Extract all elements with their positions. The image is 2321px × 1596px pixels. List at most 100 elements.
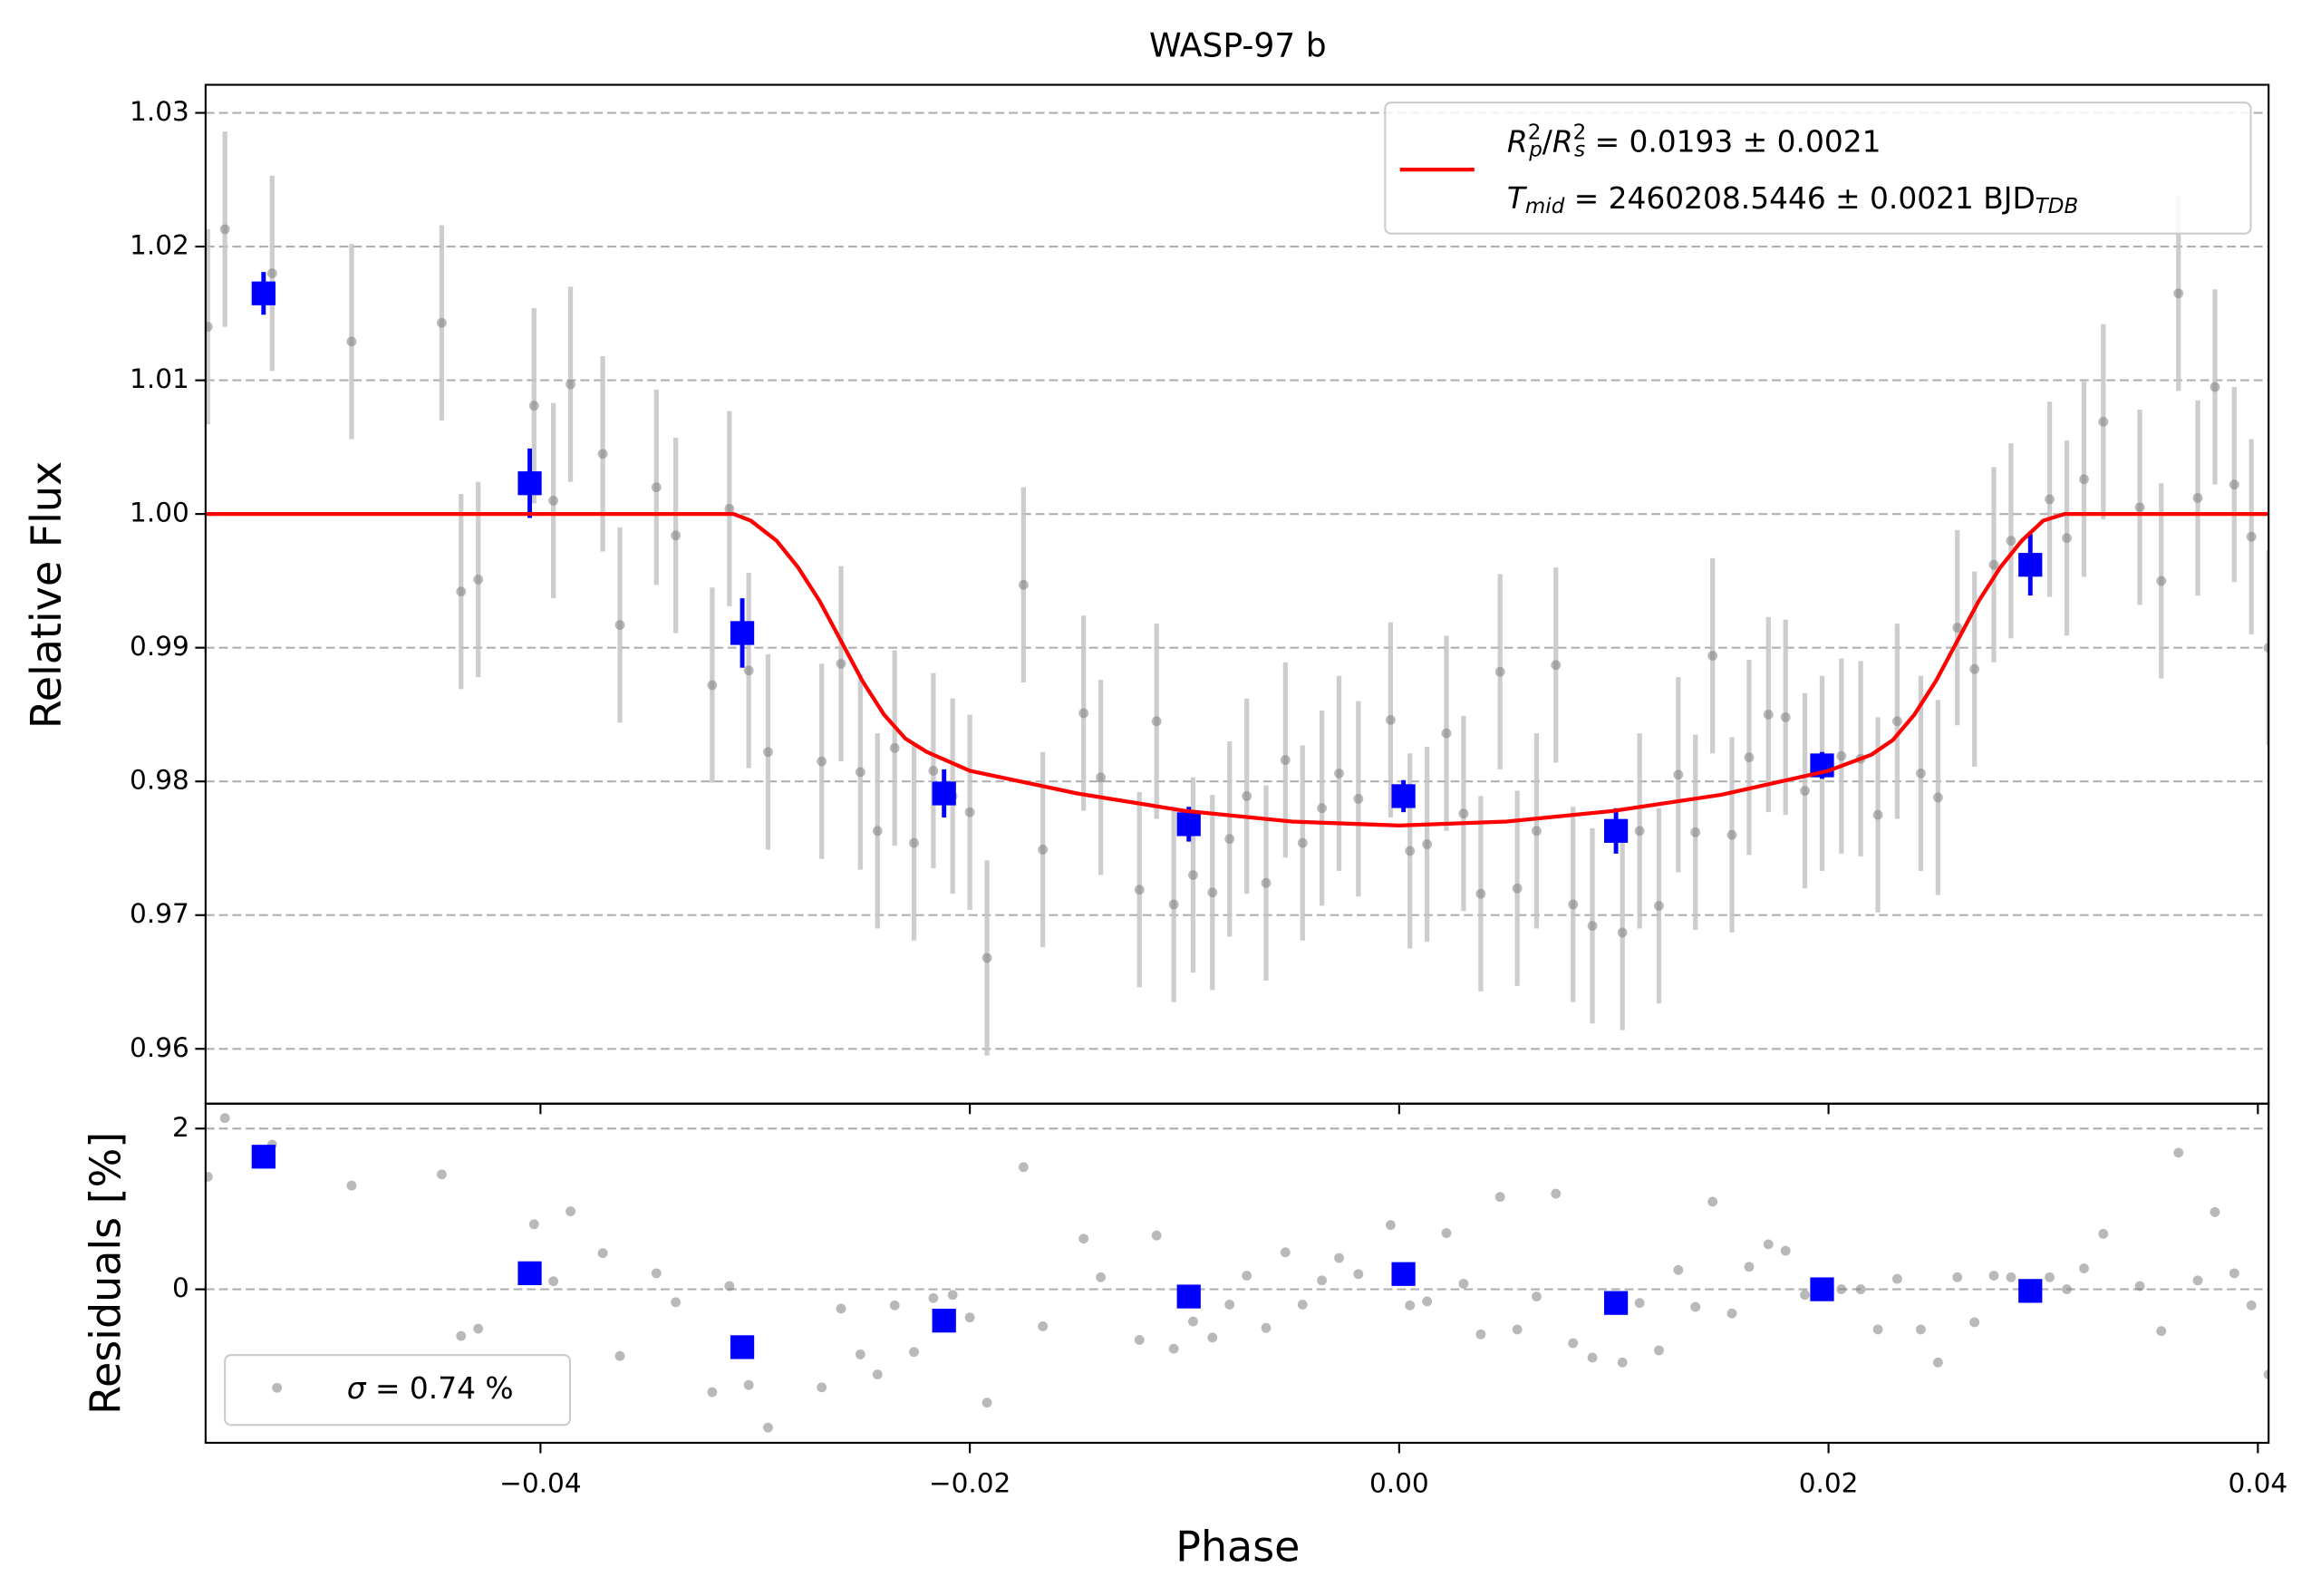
data-point [1932, 792, 1943, 803]
data-point [566, 379, 575, 390]
data-point [1096, 1272, 1107, 1282]
binned-point [1810, 1277, 1834, 1301]
data-point [817, 1382, 827, 1393]
binned-point [2018, 1279, 2043, 1303]
data-point [219, 1113, 230, 1124]
data-point [1151, 1230, 1162, 1241]
data-point [1458, 808, 1469, 819]
data-point [2263, 643, 2269, 653]
data-point [1780, 1245, 1791, 1256]
data-point [1353, 1269, 1364, 1280]
data-point [1441, 728, 1452, 739]
data-point [1988, 559, 1999, 570]
data-point [2134, 1281, 2145, 1291]
data-point [1422, 1296, 1433, 1307]
data-point [346, 336, 357, 347]
data-point [1297, 837, 1308, 848]
data-point [2229, 479, 2239, 490]
data-point [566, 1206, 575, 1217]
data-point [436, 1169, 447, 1180]
data-point [889, 1300, 900, 1311]
data-point [1317, 803, 1328, 814]
binned-point [1603, 818, 1629, 843]
y-tick-label: 0.96 [130, 1032, 189, 1063]
data-point [1969, 663, 1980, 674]
data-point [2246, 531, 2257, 542]
data-point [1458, 1278, 1469, 1289]
data-point [1018, 579, 1029, 590]
binned-point [251, 1145, 276, 1169]
data-point [548, 495, 559, 506]
legend-text-part: 2 [1573, 121, 1587, 145]
data-point [456, 586, 467, 597]
data-point [1587, 1352, 1598, 1363]
data-point [1690, 827, 1701, 837]
data-point [2045, 494, 2055, 505]
data-point [964, 1312, 975, 1323]
data-point [1836, 750, 1847, 761]
data-point [528, 1219, 539, 1230]
legend-text-part: p [1528, 138, 1542, 161]
data-point [763, 1422, 773, 1433]
data-point [597, 1248, 608, 1259]
x-tick-label: 0.00 [1369, 1467, 1429, 1498]
data-point [1707, 1196, 1718, 1207]
data-point [1207, 1332, 1218, 1343]
legend-text-part: s [1574, 138, 1585, 161]
data-point [1512, 1324, 1523, 1335]
legend-text-part: σ [347, 1370, 367, 1405]
data-point [1800, 786, 1810, 796]
data-point [1096, 772, 1107, 783]
data-point [671, 530, 682, 541]
data-point [2192, 493, 2203, 503]
binned-point [1391, 1262, 1416, 1286]
data-point [1617, 1357, 1628, 1368]
binned-point [1176, 812, 1201, 837]
legend-label: Tmid = 2460208.5446 ± 0.0021 BJDTDB [1507, 180, 2078, 218]
data-point [1916, 768, 1926, 779]
y-tick-label: 0 [172, 1272, 189, 1303]
data-point [724, 503, 735, 514]
data-point [947, 1290, 958, 1301]
legend-label: R2 p/R2 s = 0.0193 ± 0.0021 [1507, 121, 1881, 161]
data-point [205, 1172, 213, 1182]
data-point [1134, 885, 1145, 895]
y-axis-label: Residuals [%] [82, 1132, 131, 1415]
y-tick-label: 1.01 [130, 363, 189, 394]
data-point [1207, 887, 1218, 898]
data-point [1568, 899, 1579, 910]
data-point [2210, 382, 2220, 392]
data-point [266, 268, 277, 278]
legend: σ = 0.74 % [224, 1354, 572, 1427]
data-point [651, 482, 662, 493]
data-point [982, 1398, 992, 1408]
legend-text-part: = 2460208.5446 ± 0.0021 BJD [1564, 180, 2035, 215]
x-tick-label: 0.02 [1799, 1467, 1859, 1498]
legend-text-part: = 0.74 % [366, 1370, 514, 1405]
data-point [2098, 1228, 2109, 1239]
legend-marker [272, 1382, 283, 1393]
data-point [2079, 1263, 2089, 1273]
legend: R2 p/R2 s = 0.0193 ± 0.0021 Tmid = 2460208.… [1384, 102, 2252, 235]
data-point [2098, 416, 2109, 427]
data-point [1952, 623, 1963, 633]
data-point [671, 1297, 682, 1308]
binned-point [251, 281, 276, 305]
data-point [707, 680, 718, 691]
x-tick-label: −0.02 [929, 1467, 1011, 1498]
data-point [743, 665, 754, 676]
legend-text-part: 2 [1528, 121, 1542, 145]
data-point [1385, 1220, 1396, 1231]
binned-point [1603, 1291, 1629, 1315]
data-point [1334, 1253, 1344, 1263]
data-point [1836, 1284, 1847, 1295]
data-point [1916, 1324, 1926, 1335]
data-point [2192, 1275, 2203, 1286]
data-point [436, 317, 447, 328]
data-point [2210, 1207, 2220, 1217]
data-point [855, 767, 866, 778]
data-point [1405, 846, 1416, 856]
data-point [2045, 1272, 2055, 1282]
data-point [964, 807, 975, 817]
legend-box [1384, 102, 2252, 235]
